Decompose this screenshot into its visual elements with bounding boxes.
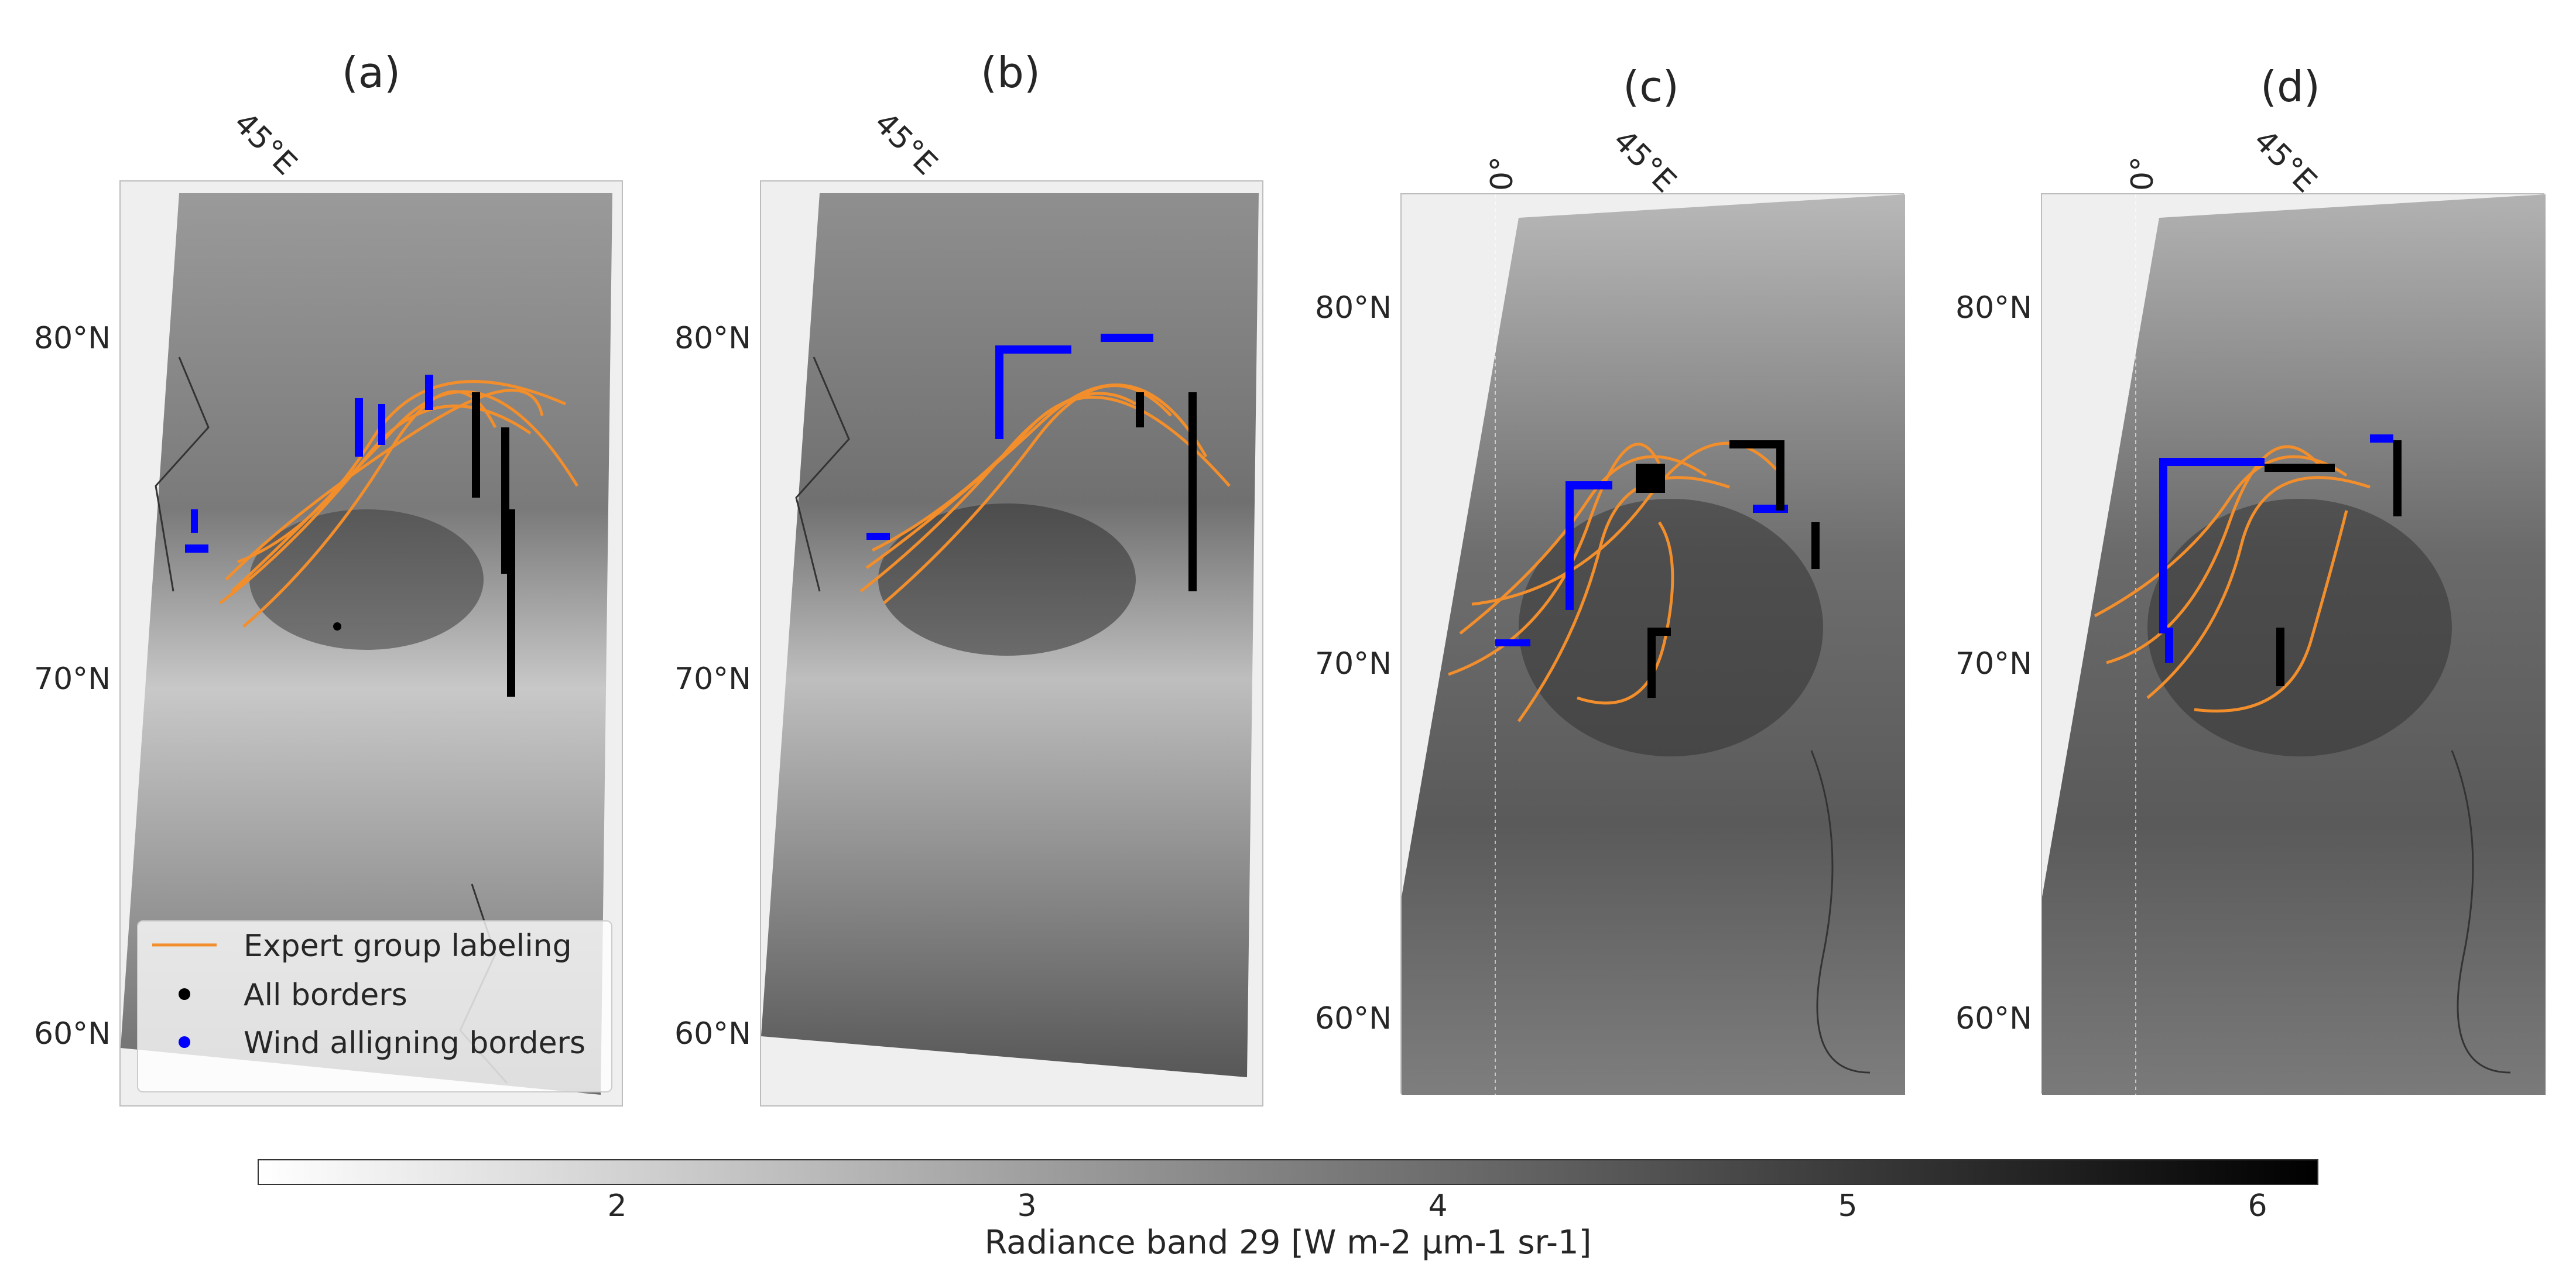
border-segment [1776,440,1784,511]
dark-cloud-region [878,503,1136,656]
legend-wind-borders-swatch [179,1036,190,1048]
panel-b-lat-70: 70°N [674,662,752,697]
all-borders [1136,392,1197,591]
dark-cloud-region [249,509,484,650]
panel-d-lat-80: 80°N [1955,290,2033,326]
border-segment [2370,434,2393,443]
expert-lines [2094,445,2371,712]
colorbar [258,1159,2318,1185]
border-segment [378,404,385,445]
panel-a-lat-60: 60°N [34,1016,111,1051]
colorbar-tick-5: 5 [1838,1188,1858,1224]
panel-c-lon-45: 45°E [1606,123,1683,200]
all-borders [1636,440,1820,698]
border-segment [355,398,363,457]
legend: Expert group labeling All borders Wind a… [137,920,612,1092]
border-segment [2159,458,2167,633]
colorbar-label: Radiance band 29 [W m-2 µm-1 sr-1] [984,1224,1592,1262]
wind-borders [185,375,433,553]
coastline [795,357,850,592]
panel-b-map [760,180,1263,1107]
border-segment [1647,628,1656,698]
panel-b-title: (b) [981,48,1040,97]
panel-b-lon-label: 45°E [867,105,944,182]
panel-c-map [1400,193,1905,1095]
colorbar-tick-4: 4 [1428,1188,1448,1224]
border-segment [1647,628,1671,636]
panel-b-lat-80: 80°N [674,321,752,356]
border-segment [866,533,890,540]
legend-all-borders-swatch [179,988,190,1000]
panel-d-lon-45: 45°E [2246,123,2324,200]
border-point [333,622,341,631]
coastline [155,357,210,592]
border-segment [2159,458,2265,466]
panel-c-lat-70: 70°N [1315,646,1392,681]
panel-d-lat-70: 70°N [1955,646,2033,681]
border-segment [425,375,433,410]
all-borders [2265,440,2402,686]
panel-a-lon-label: 45°E [227,105,304,182]
expert-lines [859,383,1231,604]
border-segment [185,544,208,553]
border-segment [1566,481,1612,489]
border-segment [1188,392,1197,591]
border-segment [2276,628,2284,686]
all-borders [333,392,515,697]
border-segment [1566,481,1574,610]
panel-c-lat-60: 60°N [1315,1001,1392,1036]
panel-a-lat-80: 80°N [34,321,111,356]
panel-a-map: Expert group labeling All borders Wind a… [119,180,623,1107]
panel-c-lat-80: 80°N [1315,290,1392,326]
border-segment [2165,628,2173,663]
legend-all-borders-label: All borders [244,978,407,1013]
wind-borders [1495,481,1788,646]
border-segment [1729,440,1776,448]
border-segment [1136,392,1144,427]
colorbar-tick-6: 6 [2248,1188,2267,1224]
border-segment [472,392,480,498]
legend-expert-label: Expert group labeling [244,929,572,964]
panel-c-title: (c) [1623,62,1679,111]
border-segment [1101,334,1153,342]
legend-wind-borders-label: Wind alligning borders [244,1026,586,1061]
border-segment [995,345,1003,439]
dark-cloud-region [2147,499,2452,756]
border-segment [1495,639,1530,646]
border-segment [2265,464,2335,472]
coastline [1810,750,1871,1074]
panel-a-title: (a) [341,48,401,97]
colorbar-tick-2: 2 [607,1188,627,1224]
border-segment [1636,464,1665,493]
wind-borders [866,334,1153,540]
panel-a-lat-70: 70°N [34,662,111,697]
panel-b-lat-60: 60°N [674,1016,752,1051]
border-segment [2393,440,2402,516]
border-segment [995,345,1071,354]
panel-d-lon-0: 0° [2125,156,2160,191]
panel-d-title: (d) [2260,62,2320,111]
border-segment [1811,522,1820,569]
coastline [2451,750,2511,1074]
panel-c-lon-0: 0° [1485,156,1520,191]
colorbar-tick-3: 3 [1017,1188,1037,1224]
panel-d-lat-60: 60°N [1955,1001,2033,1036]
wind-borders [2159,434,2393,663]
border-segment [507,509,515,697]
border-segment [191,509,198,533]
panel-d-map [2041,193,2546,1095]
